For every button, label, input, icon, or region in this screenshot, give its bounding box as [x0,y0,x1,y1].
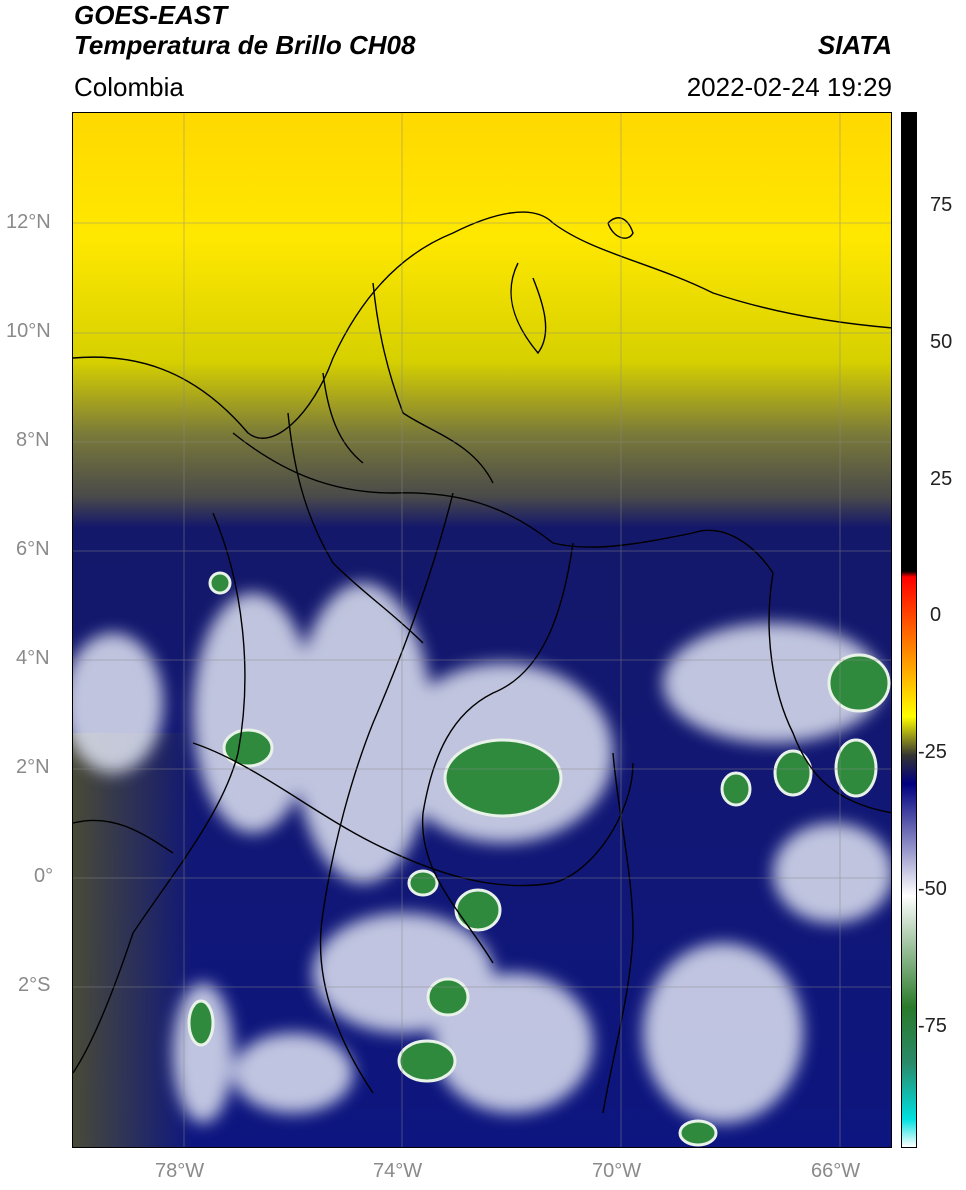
satellite-title: GOES-EAST [74,0,228,30]
region-label: Colombia [74,72,184,102]
colorbar-tick: -25 [918,741,947,763]
brightness-temperature-field [73,113,891,1147]
lat-label: 2°S [18,974,51,996]
timestamp-label: 2022-02-24 19:29 [686,72,892,102]
colorbar-tick: -75 [918,1015,947,1037]
lat-label: 2°N [16,756,50,778]
colorbar-tick: 25 [930,468,953,490]
colorbar-tick: 75 [930,194,953,216]
lat-label: 0° [34,865,54,887]
lat-label: 8°N [16,429,50,451]
colorbar [901,112,917,1148]
satellite-map [72,112,892,1148]
product-title: Temperatura de Brillo CH08 [74,30,416,60]
colorbar-tick: 50 [930,331,953,353]
lon-label: 78°W [155,1160,205,1182]
lon-label: 70°W [592,1160,642,1182]
brand-label: SIATA [817,30,892,60]
lon-label: 74°W [373,1160,423,1182]
lat-label: 4°N [16,647,50,669]
colorbar-tick: 0 [930,604,942,626]
lat-label: 10°N [6,320,51,342]
lat-label: 6°N [16,538,50,560]
lat-label: 12°N [6,211,51,233]
colorbar-tick: -50 [918,878,947,900]
lon-label: 66°W [811,1160,861,1182]
